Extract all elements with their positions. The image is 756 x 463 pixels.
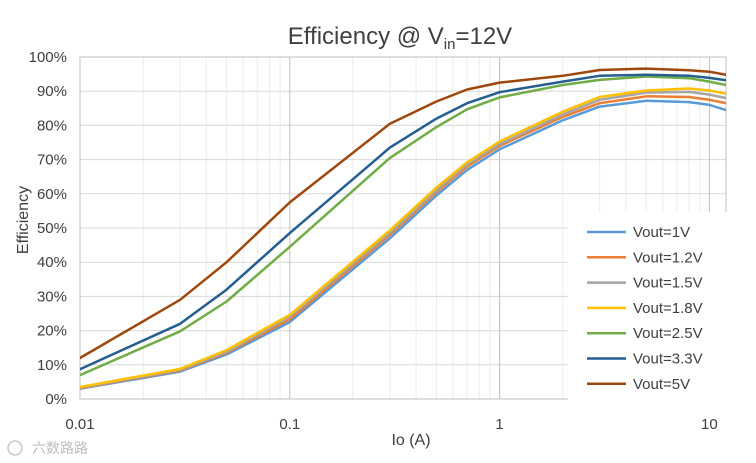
y-tick-label: 50% <box>37 220 67 237</box>
y-axis-tick-labels: 0% 10% 20% 30% 40% 50% 60% 70% 80% 90% 100% <box>29 49 67 408</box>
y-tick-label: 30% <box>37 288 67 305</box>
legend-label: Vout=1V <box>633 224 690 241</box>
x-axis-label: Io (A) <box>391 432 430 449</box>
legend-label: Vout=3.3V <box>633 351 703 368</box>
chart-title-suffix: =12V <box>455 23 512 50</box>
series-line-7 <box>80 67 726 360</box>
watermark-logo-icon <box>7 440 23 456</box>
legend-label: Vout=2.5V <box>633 325 703 342</box>
legend-background <box>568 212 728 400</box>
chart-title: Efficiency @ Vin=12V <box>288 23 512 53</box>
legend-label: Vout=1.5V <box>633 275 703 292</box>
y-tick-label: 20% <box>37 323 67 340</box>
series-line-6 <box>80 73 726 371</box>
x-axis-tick-labels: 0.01 0.1 1 10 <box>65 416 717 433</box>
series-lines <box>80 67 726 390</box>
y-tick-label: 60% <box>37 186 67 203</box>
y-tick-label: 10% <box>37 357 67 374</box>
y-tick-label: 0% <box>45 391 67 408</box>
chart-title-subscript: in <box>444 36 456 53</box>
watermark-text: 六数路路 <box>32 440 88 456</box>
y-tick-label: 90% <box>37 83 67 100</box>
legend-label: Vout=1.8V <box>633 300 703 317</box>
legend-label: Vout=5V <box>633 376 690 393</box>
legend: Vout=1V Vout=1.2V Vout=1.5V Vout=1.8V Vout=2… <box>568 212 728 400</box>
series-line-1 <box>80 99 726 390</box>
x-tick-label: 1 <box>495 416 503 433</box>
series-line-5 <box>80 75 726 377</box>
watermark: 六数路路 <box>7 440 88 456</box>
y-tick-label: 80% <box>37 117 67 134</box>
y-tick-label: 100% <box>29 49 67 66</box>
x-tick-label: 0.1 <box>279 416 300 433</box>
series-line-4 <box>80 87 726 389</box>
legend-label: Vout=1.2V <box>633 249 703 266</box>
chart-title-prefix: Efficiency @ V <box>288 23 444 50</box>
y-tick-label: 40% <box>37 254 67 271</box>
y-tick-label: 70% <box>37 152 67 169</box>
x-tick-label: 10 <box>701 416 718 433</box>
series-line-3 <box>80 90 726 389</box>
x-tick-label: 0.01 <box>65 416 94 433</box>
y-axis-label: Efficiency <box>15 186 32 254</box>
